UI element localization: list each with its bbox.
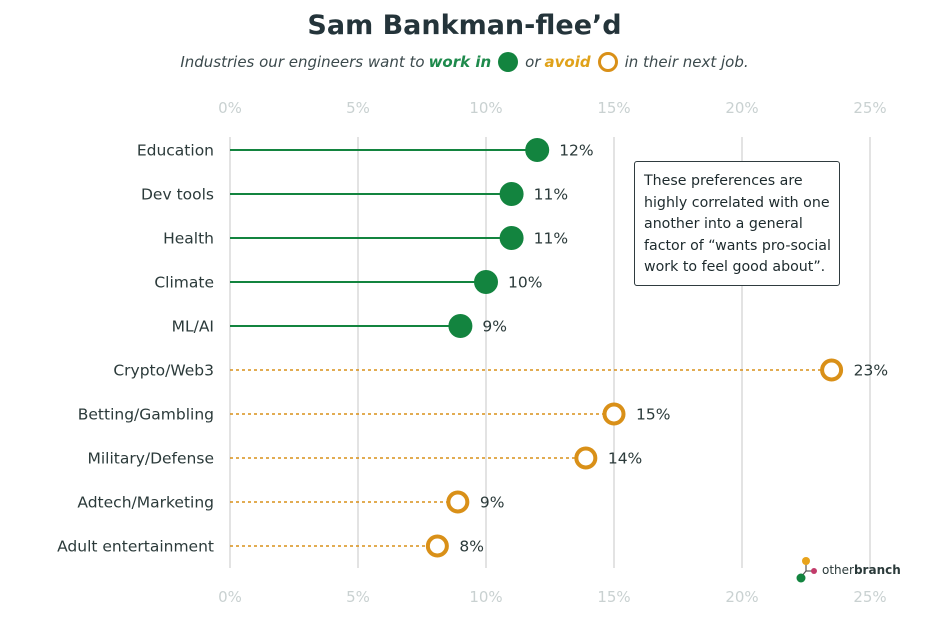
category-label-betting-gambling: Betting/Gambling xyxy=(78,406,214,424)
subtitle-avoid-label: avoid xyxy=(544,53,591,71)
x-tick-label-top-1: 5% xyxy=(346,99,370,117)
x-tick-label-top-2: 10% xyxy=(469,99,502,117)
x-tick-label-top-3: 15% xyxy=(597,99,630,117)
subtitle-middle: or xyxy=(525,53,541,71)
value-label-adtech-marketing: 9% xyxy=(480,494,505,512)
brand-text-other: other xyxy=(822,563,854,577)
x-tick-label-bottom-2: 10% xyxy=(469,588,502,606)
chart-title: Sam Bankman-flee’d xyxy=(307,10,622,41)
marker-education xyxy=(525,138,550,162)
category-label-dev-tools: Dev tools xyxy=(141,186,214,204)
marker-adtech-marketing xyxy=(446,490,470,514)
marker-dev-tools xyxy=(499,182,524,206)
subtitle-prefix: Industries our engineers want to xyxy=(180,53,425,71)
value-label-dev-tools: 11% xyxy=(534,186,568,204)
x-tick-label-top-0: 0% xyxy=(218,99,242,117)
marker-military-defense xyxy=(574,446,598,470)
brand-logo: otherbranch xyxy=(794,556,901,584)
marker-crypto-web3 xyxy=(820,358,844,382)
subtitle-work-label: work in xyxy=(428,53,492,71)
brand-text-branch: branch xyxy=(853,563,901,577)
category-label-education: Education xyxy=(137,142,214,160)
category-label-adult-entertainment: Adult entertainment xyxy=(57,538,214,556)
x-tick-label-bottom-0: 0% xyxy=(218,588,242,606)
value-label-ml-ai: 9% xyxy=(482,318,507,336)
x-tick-label-top-4: 20% xyxy=(725,99,758,117)
chart-subtitle: Industries our engineers want to work in… xyxy=(0,52,929,72)
annotation-box: These preferences are highly correlated … xyxy=(634,161,840,286)
value-label-health: 11% xyxy=(534,230,568,248)
x-tick-label-top-5: 25% xyxy=(853,99,886,117)
x-tick-label-bottom-4: 20% xyxy=(725,588,758,606)
value-label-climate: 10% xyxy=(508,274,542,292)
marker-betting-gambling xyxy=(602,402,626,426)
value-label-crypto-web3: 23% xyxy=(854,362,888,380)
x-tick-label-bottom-5: 25% xyxy=(853,588,886,606)
marker-adult-entertainment xyxy=(425,534,449,558)
category-label-military-defense: Military/Defense xyxy=(87,450,214,468)
value-label-education: 12% xyxy=(559,142,593,160)
category-label-ml-ai: ML/AI xyxy=(172,318,214,336)
value-label-betting-gambling: 15% xyxy=(636,406,670,424)
legend-filled-dot-icon xyxy=(498,52,519,72)
category-label-adtech-marketing: Adtech/Marketing xyxy=(77,494,214,512)
category-label-health: Health xyxy=(163,230,214,248)
marker-climate xyxy=(474,270,498,294)
legend-ring-icon xyxy=(597,52,618,72)
marker-health xyxy=(499,226,524,250)
category-label-climate: Climate xyxy=(154,274,214,292)
marker-ml-ai xyxy=(448,314,473,338)
subtitle-suffix: in their next job. xyxy=(624,53,749,71)
x-tick-label-bottom-3: 15% xyxy=(597,588,630,606)
category-label-crypto-web3: Crypto/Web3 xyxy=(113,362,214,380)
value-label-military-defense: 14% xyxy=(608,450,642,468)
x-tick-label-bottom-1: 5% xyxy=(346,588,370,606)
branch-logo-icon xyxy=(796,557,817,583)
value-label-adult-entertainment: 8% xyxy=(459,538,484,556)
